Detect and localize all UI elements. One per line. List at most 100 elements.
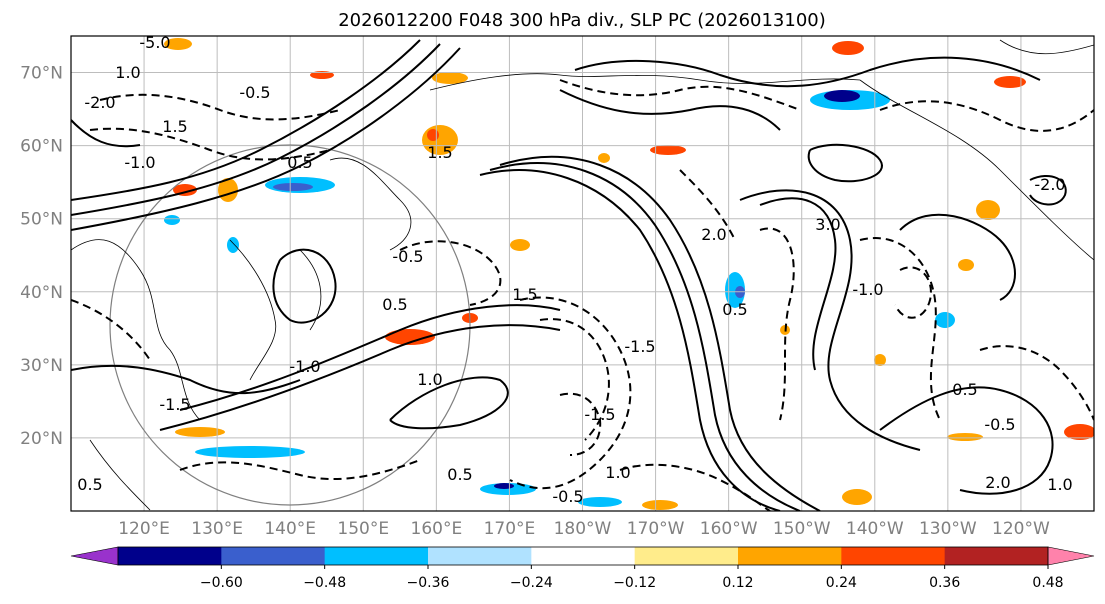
slp-contour-negative (559, 79, 801, 111)
slp-contour-positive (71, 39, 421, 201)
slp-contour-positive (559, 89, 781, 131)
contour-label: 0.5 (447, 465, 472, 484)
colorbar-frame (117, 546, 1049, 566)
slp-contour-negative (559, 392, 602, 456)
div-blob (385, 329, 435, 345)
colorbar-segment (738, 547, 842, 565)
coastline (429, 73, 861, 91)
div-blob (1064, 424, 1094, 440)
contour-label: -1.0 (289, 357, 320, 376)
x-tick-label: 170°E (484, 519, 536, 539)
div-blob (273, 183, 313, 191)
coastline (89, 439, 151, 511)
div-blob (494, 483, 514, 489)
map-area: -5.0-2.01.01.5-1.0-0.50.5-1.53.02.01.0-0… (70, 35, 1095, 512)
contour-label: 1.5 (427, 143, 452, 162)
contour-label: -0.5 (984, 415, 1015, 434)
contour-labels: -5.0-2.01.01.5-1.0-0.50.5-1.53.02.01.0-0… (77, 36, 1072, 506)
slp-contour-negative (179, 459, 421, 480)
colorbar-segment (634, 547, 739, 565)
colorbar-tick-label: −0.48 (303, 575, 346, 591)
slp-contour-positive (71, 119, 141, 148)
slp-contour-negative (619, 463, 771, 511)
contour-label: 0.5 (722, 300, 747, 319)
slp-contour-positive (499, 155, 821, 511)
div-blob (195, 446, 305, 458)
contour-label: 2.0 (701, 225, 726, 244)
graticule (71, 36, 1094, 511)
contour-label: 1.5 (162, 117, 187, 136)
div-blob (976, 200, 1000, 220)
contour-label: -0.5 (239, 83, 270, 102)
div-blob (935, 312, 955, 328)
y-tick-label: 30°N (20, 356, 63, 376)
contour-label: -1.5 (159, 395, 190, 414)
x-tick-label: 120°W (992, 519, 1050, 539)
contour-label: 1.0 (605, 463, 630, 482)
slp-contour-positive (759, 197, 837, 371)
contour-label: -0.5 (392, 247, 423, 266)
colorbar-extend-high (1047, 546, 1095, 566)
coastlines (71, 39, 1094, 511)
slp-contour-negative (509, 296, 632, 490)
slp-contour-positive (879, 386, 1054, 495)
contour-label: 1.0 (115, 63, 140, 82)
slp-contour-positive (71, 43, 441, 216)
coastline (999, 39, 1094, 55)
colorbar-segment (118, 547, 222, 565)
div-blob (164, 215, 180, 225)
contour-label: 0.5 (77, 475, 102, 494)
x-tick-label: 160°W (700, 519, 758, 539)
divergence-shading (164, 38, 1094, 510)
colorbar-tick-label: 0.36 (929, 575, 960, 591)
contour-label: -1.5 (624, 337, 655, 356)
coastline (71, 239, 201, 421)
contour-label: -2.0 (1034, 175, 1065, 194)
slp-contour-negative (894, 266, 932, 319)
contour-label: -0.5 (552, 487, 583, 506)
colorbar-tick-label: −0.12 (613, 575, 656, 591)
div-blob (510, 239, 530, 251)
div-blob (994, 76, 1026, 88)
x-tick-label: 120°E (118, 519, 170, 539)
slp-contour-positive (899, 213, 1016, 301)
slp-contour-negative (879, 100, 1094, 132)
div-blob (227, 237, 239, 253)
colorbar-tick-label: −0.60 (200, 575, 243, 591)
coastline (229, 239, 277, 381)
colorbar-tick-label: 0.48 (1032, 575, 1063, 591)
slp-contour-negative (679, 169, 736, 241)
div-blob (874, 354, 886, 366)
div-blob (642, 500, 678, 510)
y-tick-label: 40°N (20, 283, 63, 303)
div-blob (725, 272, 745, 308)
x-tick-label: 140°W (846, 519, 904, 539)
x-tick-label: 140°E (264, 519, 316, 539)
slp-contour-positive (159, 324, 561, 431)
div-blob (958, 259, 974, 271)
contour-label: 2.0 (985, 473, 1010, 492)
div-blob (427, 129, 439, 141)
colorbar-tick-label: −0.36 (407, 575, 450, 591)
contour-label: 1.0 (1047, 475, 1072, 494)
x-tick-label: 130°E (191, 519, 243, 539)
div-blob (432, 72, 468, 84)
contour-label: -1.0 (124, 153, 155, 172)
contour-label: 0.5 (952, 380, 977, 399)
x-tick-label: 170°W (627, 519, 685, 539)
div-blob (842, 489, 872, 505)
chart-title: 2026012200 F048 300 hPa div., SLP PC (20… (338, 10, 826, 31)
map-frame (70, 35, 1095, 512)
contour-label: 0.5 (382, 295, 407, 314)
x-tick-label: 130°W (919, 519, 977, 539)
slp-contour-positive (807, 143, 883, 183)
colorbar-segment (531, 547, 636, 565)
div-blob (164, 38, 192, 50)
y-axis-ticks: 70°N 60°N 50°N 40°N 30°N 20°N (20, 64, 63, 449)
colorbar-segment (428, 547, 532, 565)
contour-label: -1.0 (852, 280, 883, 299)
slp-contour-positive (389, 376, 509, 430)
contour-label: 0.5 (287, 153, 312, 172)
slp-contour-negative (759, 227, 795, 421)
colorbar-tick-label: 0.12 (722, 575, 753, 591)
